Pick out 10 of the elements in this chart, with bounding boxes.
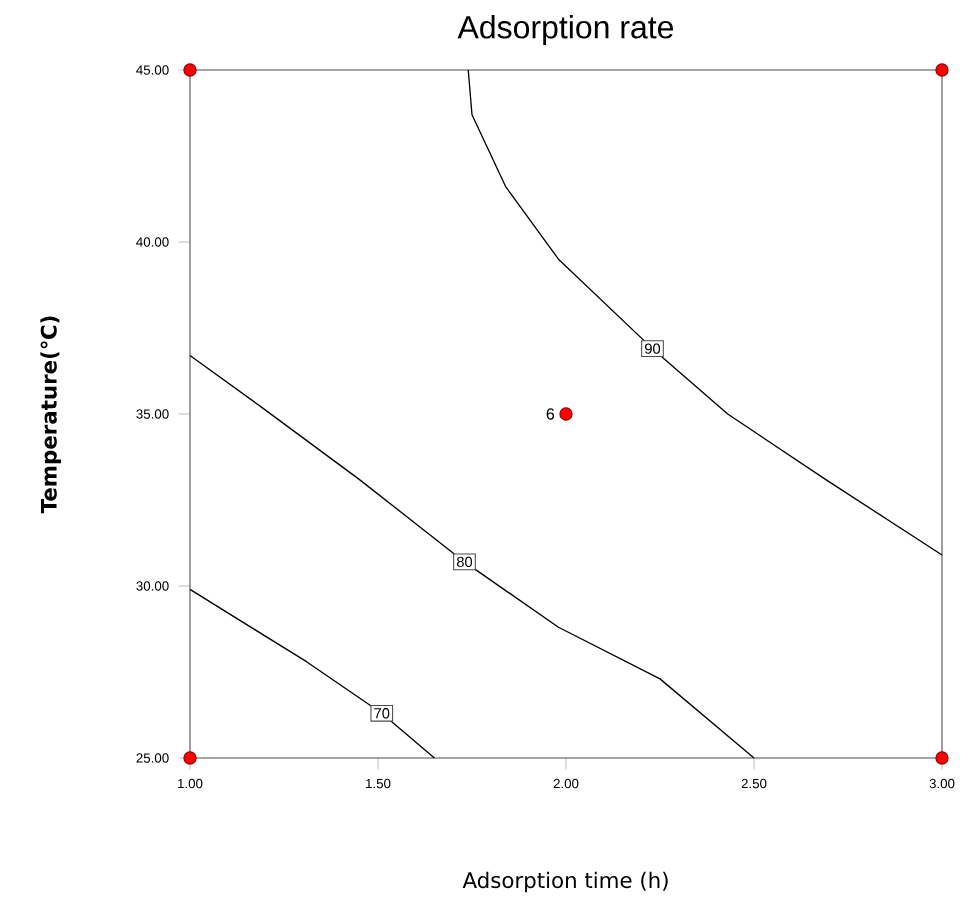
line-series bbox=[189, 588, 436, 759]
point bbox=[559, 407, 573, 421]
line-series bbox=[467, 69, 943, 556]
x-axis-title: Adsorption time (h) bbox=[462, 871, 668, 893]
point bbox=[183, 63, 197, 77]
point bbox=[183, 751, 197, 765]
line-series bbox=[189, 354, 755, 759]
annotation: 6 bbox=[546, 408, 555, 420]
y-axis-title: Temperature(℃) bbox=[40, 316, 61, 514]
chart-title: Adsorption rate bbox=[457, 15, 674, 45]
